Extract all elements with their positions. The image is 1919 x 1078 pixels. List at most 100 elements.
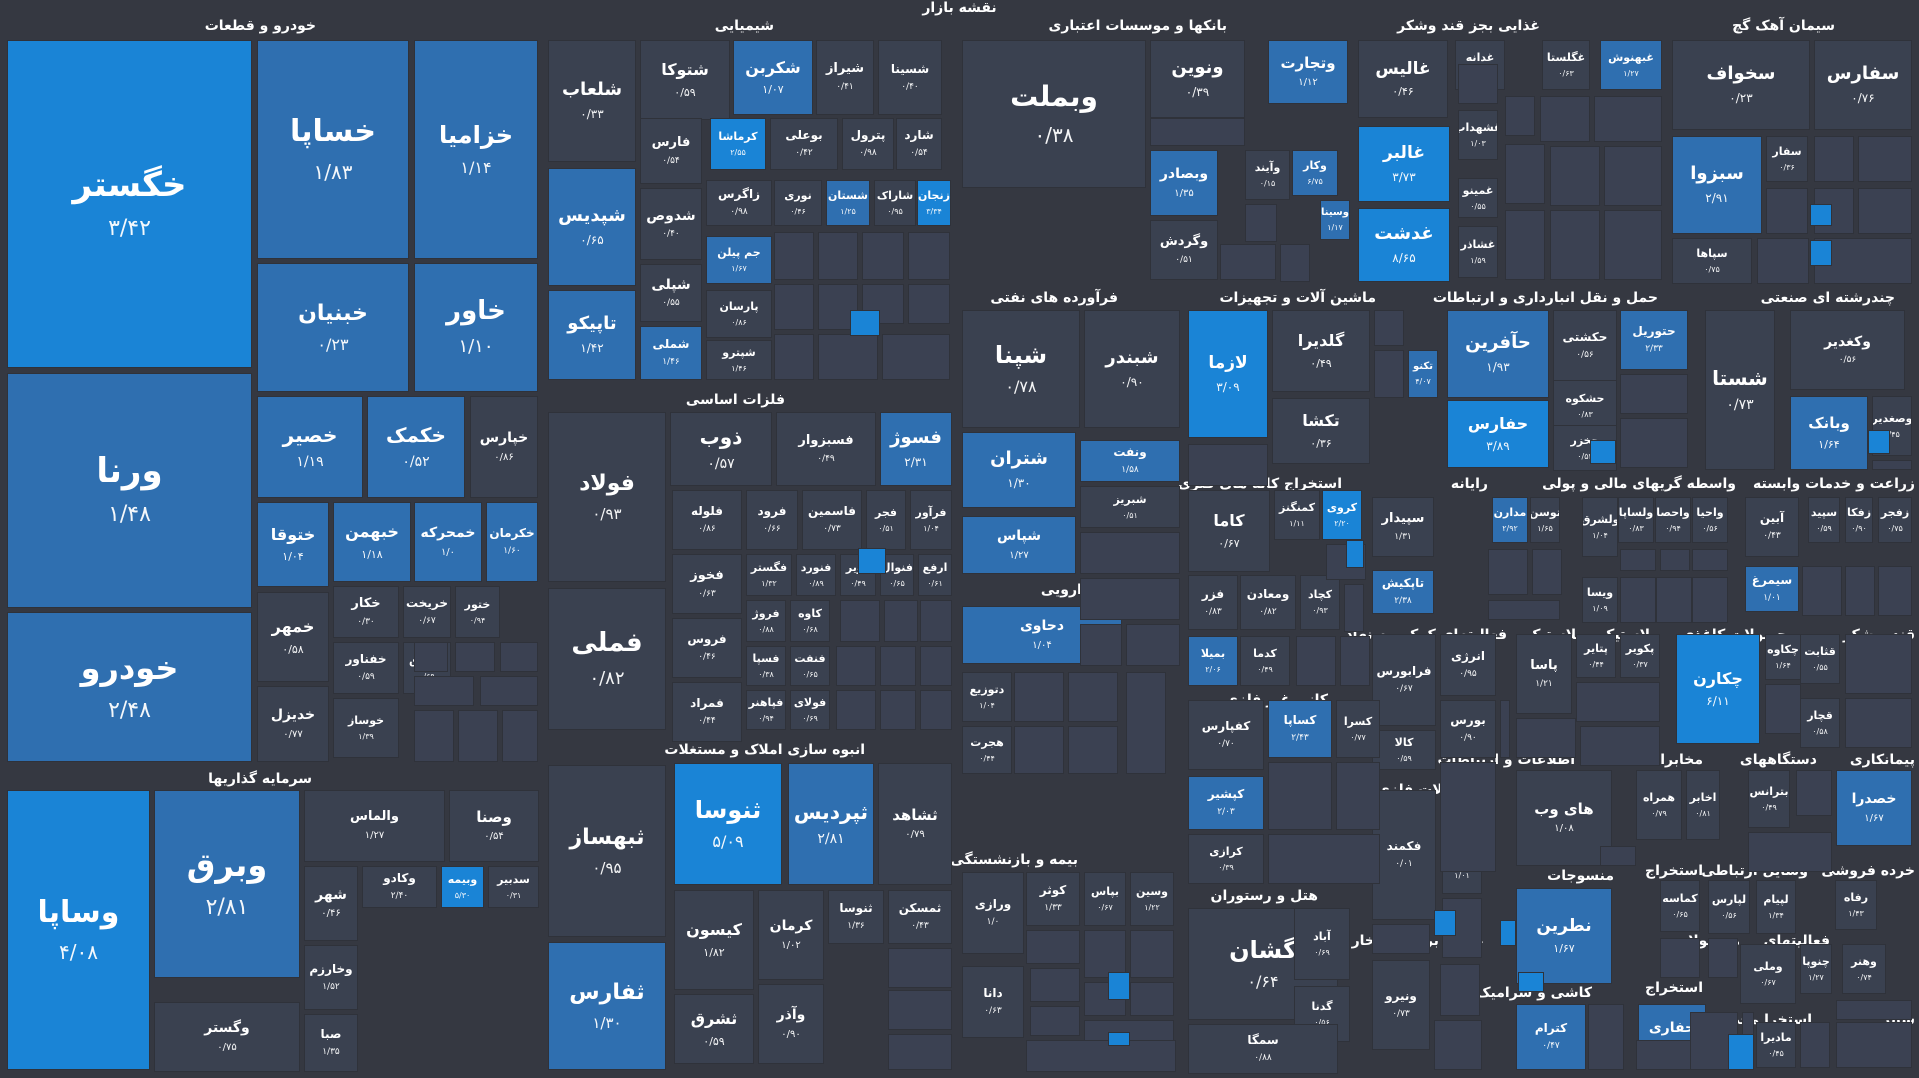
ticker-tile[interactable]: سپید ۰/۵۹ — [1808, 497, 1840, 543]
minor-ticker-tile[interactable] — [818, 232, 858, 280]
minor-ticker-tile[interactable] — [1458, 64, 1498, 104]
ticker-tile[interactable]: خمهر ۰/۵۸ — [257, 592, 329, 682]
ticker-tile[interactable]: سفار ۰/۳۶ — [1766, 136, 1808, 182]
minor-ticker-tile[interactable] — [920, 600, 952, 642]
minor-ticker-tile[interactable] — [1872, 460, 1912, 470]
minor-ticker-tile[interactable] — [1130, 930, 1174, 978]
ticker-tile[interactable]: شارد ۰/۵۴ — [896, 118, 942, 170]
ticker-tile[interactable]: وساپا ۴/۰۸ — [7, 790, 150, 1070]
minor-ticker-tile[interactable] — [774, 284, 814, 330]
minor-ticker-tile[interactable] — [458, 710, 498, 762]
minor-ticker-tile[interactable] — [1518, 972, 1544, 992]
ticker-tile[interactable]: دتوزیع ۱/۰۴ — [962, 672, 1012, 722]
ticker-tile[interactable]: کرازی ۰/۳۹ — [1188, 834, 1264, 884]
ticker-tile[interactable]: کچاد ۰/۹۳ — [1300, 575, 1340, 630]
ticker-tile[interactable]: توسن ۱/۶۵ — [1530, 497, 1560, 543]
minor-ticker-tile[interactable] — [1068, 726, 1118, 774]
ticker-tile[interactable]: کوثر ۱/۳۳ — [1026, 872, 1080, 926]
ticker-tile[interactable]: خوساز ۱/۳۹ — [333, 698, 399, 758]
ticker-tile[interactable]: ثفارس ۱/۳۰ — [548, 942, 666, 1070]
ticker-tile[interactable]: وگستر ۰/۷۵ — [154, 1002, 300, 1072]
ticker-tile[interactable]: شپلی ۰/۵۵ — [640, 264, 702, 322]
ticker-tile[interactable]: ختور ۰/۹۴ — [455, 586, 500, 638]
ticker-tile[interactable]: وخارزم ۱/۵۲ — [304, 945, 358, 1010]
ticker-tile[interactable]: خکار ۰/۳۰ — [333, 586, 399, 638]
ticker-tile[interactable]: بوعلی ۰/۴۲ — [770, 118, 838, 170]
minor-ticker-tile[interactable] — [920, 690, 952, 730]
minor-ticker-tile[interactable] — [1280, 244, 1310, 282]
minor-ticker-tile[interactable] — [1374, 350, 1404, 398]
ticker-tile[interactable]: حفارس ۳/۸۹ — [1447, 400, 1549, 468]
ticker-tile[interactable]: بورس ۰/۹۰ — [1440, 700, 1496, 758]
ticker-tile[interactable]: کفپارس ۰/۷۰ — [1188, 700, 1264, 770]
ticker-tile[interactable]: وصنا ۰/۵۴ — [449, 790, 539, 862]
minor-ticker-tile[interactable] — [1620, 577, 1656, 623]
ticker-tile[interactable]: غمینو ۰/۵۵ — [1458, 178, 1498, 218]
minor-ticker-tile[interactable] — [774, 334, 814, 380]
minor-ticker-tile[interactable] — [1130, 982, 1174, 1016]
ticker-tile[interactable]: کاما ۰/۶۷ — [1188, 490, 1270, 572]
ticker-tile[interactable]: قچار ۰/۵۸ — [1800, 698, 1840, 748]
minor-ticker-tile[interactable] — [1550, 146, 1600, 206]
ticker-tile[interactable]: خپارس ۰/۸۶ — [470, 396, 538, 498]
minor-ticker-tile[interactable] — [1878, 566, 1912, 616]
minor-ticker-tile[interactable] — [1580, 726, 1660, 766]
minor-ticker-tile[interactable] — [1757, 238, 1809, 284]
ticker-tile[interactable]: شاراک ۰/۹۵ — [874, 180, 916, 226]
minor-ticker-tile[interactable] — [500, 642, 538, 672]
ticker-tile[interactable]: شبریز ۰/۵۱ — [1080, 486, 1180, 528]
ticker-tile[interactable]: بترانس ۰/۴۹ — [1748, 770, 1790, 828]
ticker-tile[interactable]: غشاذر ۱/۵۹ — [1458, 226, 1498, 278]
ticker-tile[interactable]: حآفرین ۱/۹۳ — [1447, 310, 1549, 398]
minor-ticker-tile[interactable] — [1810, 204, 1832, 226]
ticker-tile[interactable]: فزر ۰/۸۳ — [1188, 575, 1238, 630]
ticker-tile[interactable]: خصیر ۱/۱۹ — [257, 396, 363, 498]
ticker-tile[interactable]: های وب ۱/۰۸ — [1516, 770, 1612, 866]
minor-ticker-tile[interactable] — [1030, 1006, 1080, 1036]
ticker-tile[interactable]: وکار ۶/۷۵ — [1292, 150, 1338, 196]
minor-ticker-tile[interactable] — [884, 600, 918, 642]
minor-ticker-tile[interactable] — [1030, 968, 1080, 1002]
ticker-tile[interactable]: حتوریل ۲/۳۳ — [1620, 310, 1688, 370]
ticker-tile[interactable]: کمنگنز ۱/۱۱ — [1274, 490, 1320, 540]
minor-ticker-tile[interactable] — [1845, 566, 1875, 616]
minor-ticker-tile[interactable] — [858, 548, 886, 574]
ticker-tile[interactable]: وسینا ۱/۱۷ — [1320, 200, 1350, 240]
minor-ticker-tile[interactable] — [1588, 1004, 1624, 1070]
ticker-tile[interactable]: تاپیکو ۱/۴۲ — [548, 290, 636, 380]
ticker-tile[interactable]: رفاه ۱/۴۳ — [1835, 880, 1877, 930]
minor-ticker-tile[interactable] — [414, 676, 474, 706]
minor-ticker-tile[interactable] — [880, 690, 916, 730]
ticker-tile[interactable]: شپدیس ۰/۶۵ — [548, 168, 636, 286]
minor-ticker-tile[interactable] — [840, 600, 880, 642]
minor-ticker-tile[interactable] — [1500, 700, 1510, 758]
ticker-tile[interactable]: فجر ۰/۵۱ — [866, 490, 906, 550]
minor-ticker-tile[interactable] — [1500, 920, 1516, 946]
minor-ticker-tile[interactable] — [1080, 624, 1122, 666]
ticker-tile[interactable]: ثنوسا ۵/۰۹ — [674, 763, 782, 885]
minor-ticker-tile[interactable] — [1220, 244, 1276, 280]
ticker-tile[interactable]: شپنا ۰/۷۸ — [962, 310, 1080, 428]
ticker-tile[interactable]: وبرق ۲/۸۱ — [154, 790, 300, 978]
ticker-tile[interactable]: خودرو ۲/۴۸ — [7, 612, 252, 762]
ticker-tile[interactable]: تکشا ۰/۳۶ — [1272, 398, 1370, 464]
ticker-tile[interactable]: خمحرکه ۱/۰ — [414, 502, 482, 582]
ticker-tile[interactable]: پتایر ۰/۴۴ — [1576, 634, 1616, 678]
ticker-tile[interactable]: شکربن ۱/۰۷ — [733, 40, 813, 115]
ticker-tile[interactable]: حشکوه ۰/۸۳ — [1553, 380, 1617, 432]
ticker-tile[interactable]: فرابورس ۰/۶۷ — [1372, 634, 1436, 726]
ticker-tile[interactable]: کپشیر ۲/۰۳ — [1188, 776, 1264, 830]
ticker-tile[interactable]: اخابر ۰/۸۱ — [1686, 770, 1720, 840]
ticker-tile[interactable]: آبین ۰/۴۳ — [1745, 497, 1799, 557]
ticker-tile[interactable]: زفجر ۰/۷۵ — [1878, 497, 1912, 543]
minor-ticker-tile[interactable] — [1026, 930, 1080, 964]
ticker-tile[interactable]: وسین ۱/۲۲ — [1130, 872, 1174, 926]
ticker-tile[interactable]: ارفع ۰/۶۱ — [918, 554, 952, 596]
ticker-tile[interactable]: شسینا ۰/۴۰ — [878, 40, 942, 115]
ticker-tile[interactable]: وملی ۰/۶۷ — [1740, 944, 1796, 1004]
ticker-tile[interactable]: فپاهنر ۰/۹۴ — [746, 690, 786, 730]
ticker-tile[interactable]: فسپا ۰/۳۸ — [746, 646, 786, 686]
ticker-tile[interactable]: سمگا ۰/۸۸ — [1188, 1024, 1338, 1074]
ticker-tile[interactable]: خکمک ۰/۵۲ — [367, 396, 465, 498]
minor-ticker-tile[interactable] — [908, 232, 950, 280]
